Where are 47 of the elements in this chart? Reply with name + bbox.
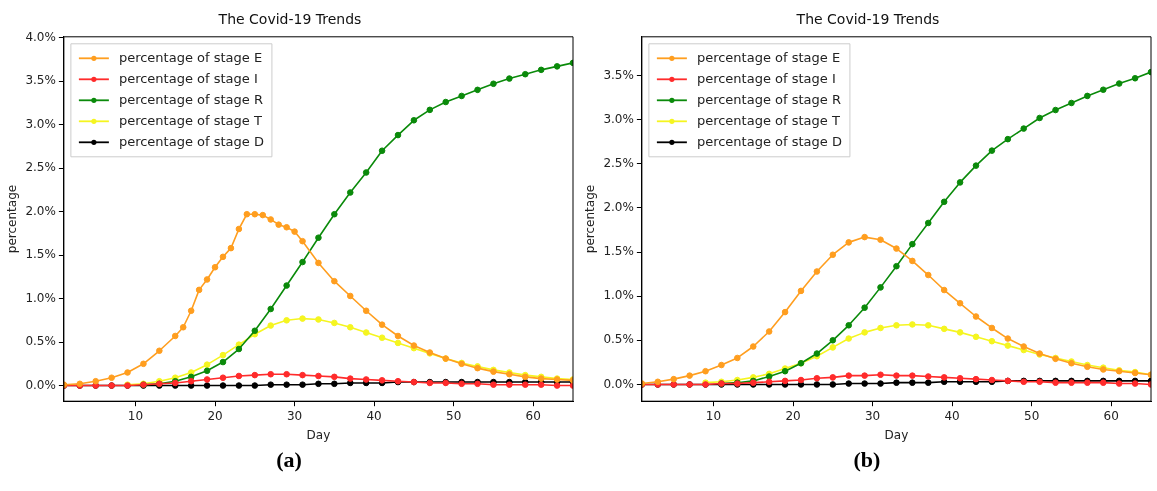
y-tick-label: 3.0% [603, 111, 634, 126]
chart-title: The Covid-19 Trends [217, 11, 362, 28]
x-tick-label: 30 [286, 408, 303, 423]
x-tick-label: 20 [785, 408, 801, 423]
legend-label: percentage of stage I [696, 70, 836, 86]
y-tick-label: 2.5% [25, 160, 56, 175]
y-tick-label: 2.0% [25, 203, 56, 218]
legend-label: percentage of stage D [696, 133, 842, 149]
y-tick-label: 3.5% [603, 67, 634, 82]
y-tick-label: 3.5% [25, 73, 56, 88]
y-tick-label: 0.0% [603, 376, 634, 391]
y-tick-label: 3.0% [25, 116, 56, 131]
y-tick-label: 1.0% [25, 290, 56, 305]
text: (a) [275, 446, 303, 474]
x-tick-label: 20 [207, 408, 223, 423]
x-tick-label: 60 [1103, 408, 1119, 423]
x-tick-label: 50 [446, 408, 462, 423]
y-tick-label: 2.5% [603, 155, 634, 170]
legend-label: percentage of stage T [118, 112, 262, 128]
x-axis-title: Day [884, 427, 909, 442]
y-tick-label: 0.5% [603, 332, 634, 347]
legend-label: percentage of stage T [696, 112, 840, 128]
x-tick-label: 40 [944, 408, 960, 423]
y-tick-label: 2.0% [603, 200, 634, 215]
y-axis-title: percentage [583, 184, 598, 254]
x-tick-label: 10 [127, 408, 144, 423]
chart-title: The Covid-19 Trends [795, 11, 940, 28]
x-tick-label: 10 [705, 408, 722, 423]
legend-label: percentage of stage E [696, 49, 841, 65]
y-axis-title: percentage [5, 184, 20, 254]
legend-label: percentage of stage E [118, 49, 263, 65]
x-tick-label: 30 [864, 408, 881, 423]
y-tick-label: 0.5% [25, 334, 56, 349]
x-tick-label: 50 [1024, 408, 1040, 423]
legend-label: percentage of stage I [118, 70, 258, 86]
x-tick-label: 40 [366, 408, 382, 423]
legend-label: percentage of stage R [118, 91, 263, 107]
y-tick-label: 1.0% [603, 288, 634, 303]
legend-label: percentage of stage D [118, 133, 264, 149]
x-axis-title: Day [306, 427, 331, 442]
text: (b) [852, 446, 882, 474]
y-tick-label: 4.0% [25, 29, 56, 44]
y-tick-label: 1.5% [25, 247, 56, 262]
y-tick-label: 1.5% [603, 244, 634, 259]
x-tick-label: 60 [525, 408, 541, 423]
y-tick-label: 0.0% [25, 377, 56, 392]
legend-label: percentage of stage R [696, 91, 841, 107]
